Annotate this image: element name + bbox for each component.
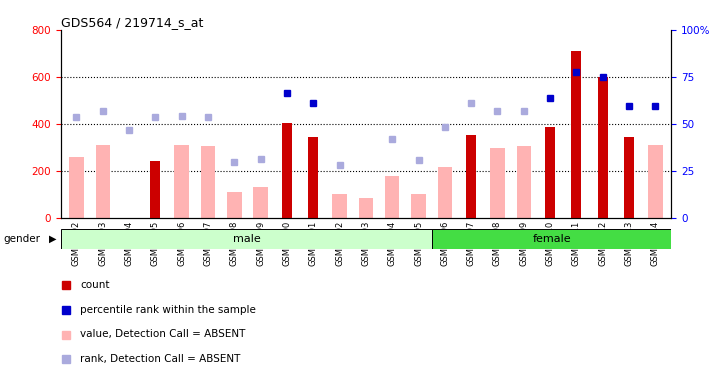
- Bar: [333, 194, 347, 217]
- Bar: [308, 136, 318, 218]
- Text: percentile rank within the sample: percentile rank within the sample: [80, 305, 256, 315]
- Bar: [69, 157, 84, 218]
- Bar: [648, 145, 663, 218]
- Bar: [174, 145, 189, 218]
- Bar: [151, 161, 161, 218]
- Bar: [96, 145, 110, 218]
- Bar: [432, 229, 671, 249]
- Bar: [466, 135, 476, 218]
- Bar: [545, 127, 555, 218]
- Bar: [438, 167, 452, 217]
- Bar: [571, 51, 581, 217]
- Text: female: female: [533, 234, 571, 244]
- Text: value, Detection Call = ABSENT: value, Detection Call = ABSENT: [80, 330, 246, 339]
- Text: count: count: [80, 280, 109, 290]
- Bar: [358, 198, 373, 217]
- Bar: [624, 136, 634, 218]
- Bar: [411, 194, 426, 217]
- Text: male: male: [233, 234, 261, 244]
- Text: GDS564 / 219714_s_at: GDS564 / 219714_s_at: [61, 16, 203, 29]
- Bar: [253, 187, 268, 218]
- Bar: [282, 123, 292, 218]
- Text: gender: gender: [4, 234, 41, 244]
- Bar: [598, 77, 608, 218]
- Text: ▶: ▶: [49, 234, 56, 244]
- Bar: [201, 146, 216, 218]
- Bar: [516, 146, 531, 218]
- Bar: [385, 177, 399, 218]
- Text: rank, Detection Call = ABSENT: rank, Detection Call = ABSENT: [80, 354, 241, 364]
- Bar: [491, 148, 505, 217]
- Bar: [227, 192, 241, 217]
- Bar: [61, 229, 432, 249]
